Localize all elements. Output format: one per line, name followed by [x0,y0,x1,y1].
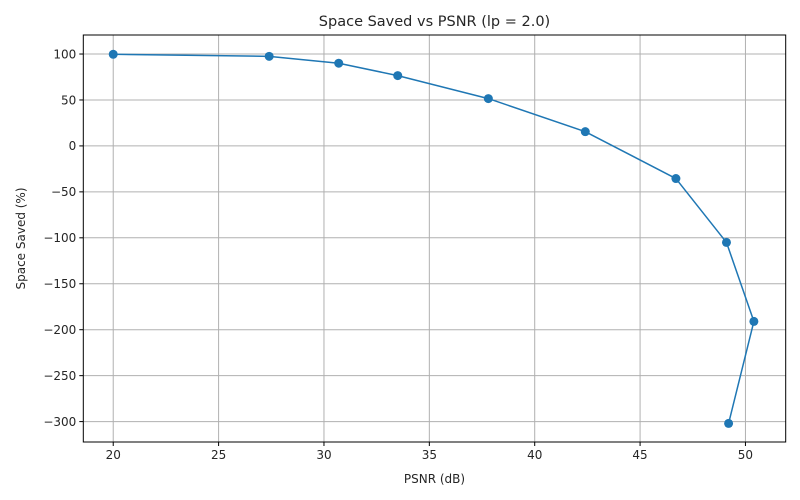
data-point-marker [671,174,681,184]
data-point-marker [724,418,734,428]
y-tick-label: −250 [43,369,76,383]
grid-lines [83,35,786,442]
y-tick-label: −100 [43,231,76,245]
y-axis-ticks: 100 50 0 −50 −100 −150 −200 −250 −300 [43,47,84,429]
x-axis-ticks: 20 25 30 35 40 45 50 [106,442,753,462]
data-point-marker [393,71,403,81]
x-tick-label: 30 [316,448,331,462]
x-axis-label: PSNR (dB) [404,472,465,486]
chart-title: Space Saved vs PSNR (lp = 2.0) [319,14,550,30]
x-tick-label: 40 [527,448,542,462]
data-point-marker [108,49,118,59]
y-tick-label: −200 [43,323,76,337]
data-series-line [113,53,755,424]
data-point-marker [264,51,274,61]
data-point-marker [483,94,493,104]
series-line [113,53,755,424]
x-tick-label: 20 [106,448,121,462]
y-axis-label: Space Saved (%) [14,187,28,289]
data-series-markers [108,49,759,428]
data-point-marker [580,127,590,137]
x-tick-label: 50 [738,448,753,462]
x-tick-label: 25 [211,448,226,462]
y-tick-label: 50 [61,93,76,107]
x-tick-label: 35 [422,448,437,462]
y-tick-label: −150 [43,277,76,291]
y-tick-label: 100 [53,47,76,61]
data-point-marker [334,58,344,68]
data-point-marker [721,237,731,247]
plot-area-frame [82,34,787,443]
y-tick-label: −300 [43,415,76,429]
data-point-marker [749,316,759,326]
y-tick-label: 0 [69,139,77,153]
x-tick-label: 45 [632,448,647,462]
y-tick-label: −50 [51,185,76,199]
